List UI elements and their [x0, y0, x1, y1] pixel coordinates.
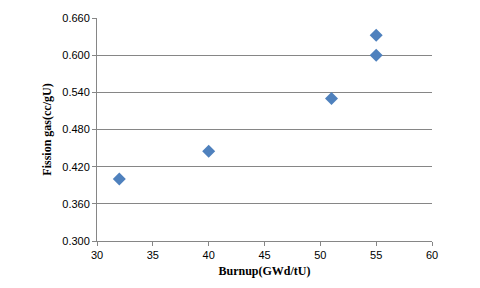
svg-text:30: 30: [91, 249, 103, 261]
svg-text:60: 60: [426, 249, 438, 261]
svg-text:35: 35: [147, 249, 159, 261]
svg-text:0.480: 0.480: [62, 123, 90, 135]
svg-text:0.360: 0.360: [62, 198, 90, 210]
svg-text:40: 40: [203, 249, 215, 261]
svg-text:0.420: 0.420: [62, 161, 90, 173]
svg-text:45: 45: [258, 249, 270, 261]
svg-text:50: 50: [314, 249, 326, 261]
svg-text:0.540: 0.540: [62, 86, 90, 98]
svg-text:0.600: 0.600: [62, 49, 90, 61]
svg-text:0.660: 0.660: [62, 12, 90, 24]
svg-text:0.300: 0.300: [62, 235, 90, 247]
svg-text:Fission gas(cc/gU): Fission gas(cc/gU): [40, 83, 54, 175]
svg-text:55: 55: [370, 249, 382, 261]
svg-text:Burnup(GWd/tU): Burnup(GWd/tU): [218, 264, 310, 278]
